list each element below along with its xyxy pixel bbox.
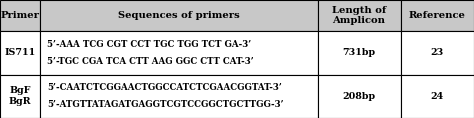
Text: Length of
Amplicon: Length of Amplicon	[332, 6, 386, 25]
Bar	[401, 31, 474, 75]
Bar	[401, 0, 474, 31]
Bar	[318, 75, 401, 118]
Text: Sequences of primers: Sequences of primers	[118, 11, 240, 20]
Text: 208bp: 208bp	[343, 92, 375, 101]
Bar	[0, 75, 40, 118]
Bar	[40, 0, 318, 31]
Bar	[40, 31, 318, 75]
Bar	[0, 31, 40, 75]
Text: 23: 23	[431, 48, 444, 57]
Text: BgF
BgR: BgF BgR	[9, 86, 31, 106]
Bar	[318, 31, 401, 75]
Bar	[0, 0, 40, 31]
Bar	[40, 75, 318, 118]
Text: 731bp: 731bp	[343, 48, 375, 57]
Text: Primer: Primer	[0, 11, 40, 20]
Text: Reference: Reference	[409, 11, 465, 20]
Bar	[318, 0, 401, 31]
Text: 5’-TGC CGA TCA CTT AAG GGC CTT CAT-3’: 5’-TGC CGA TCA CTT AAG GGC CTT CAT-3’	[47, 57, 254, 66]
Text: 24: 24	[431, 92, 444, 101]
Text: 5’-AAA TCG CGT CCT TGC TGG TCT GA-3’: 5’-AAA TCG CGT CCT TGC TGG TCT GA-3’	[47, 40, 252, 49]
Text: 5’-ATGTTATAGATGAGGTCGTCCGGCTGCTTGG-3’: 5’-ATGTTATAGATGAGGTCGTCCGGCTGCTTGG-3’	[47, 101, 284, 110]
Text: IS711: IS711	[5, 48, 36, 57]
Text: 5’-CAATCTCGGAACTGGCCATCTCGAACGGTAT-3’: 5’-CAATCTCGGAACTGGCCATCTCGAACGGTAT-3’	[47, 83, 283, 92]
Bar	[401, 75, 474, 118]
